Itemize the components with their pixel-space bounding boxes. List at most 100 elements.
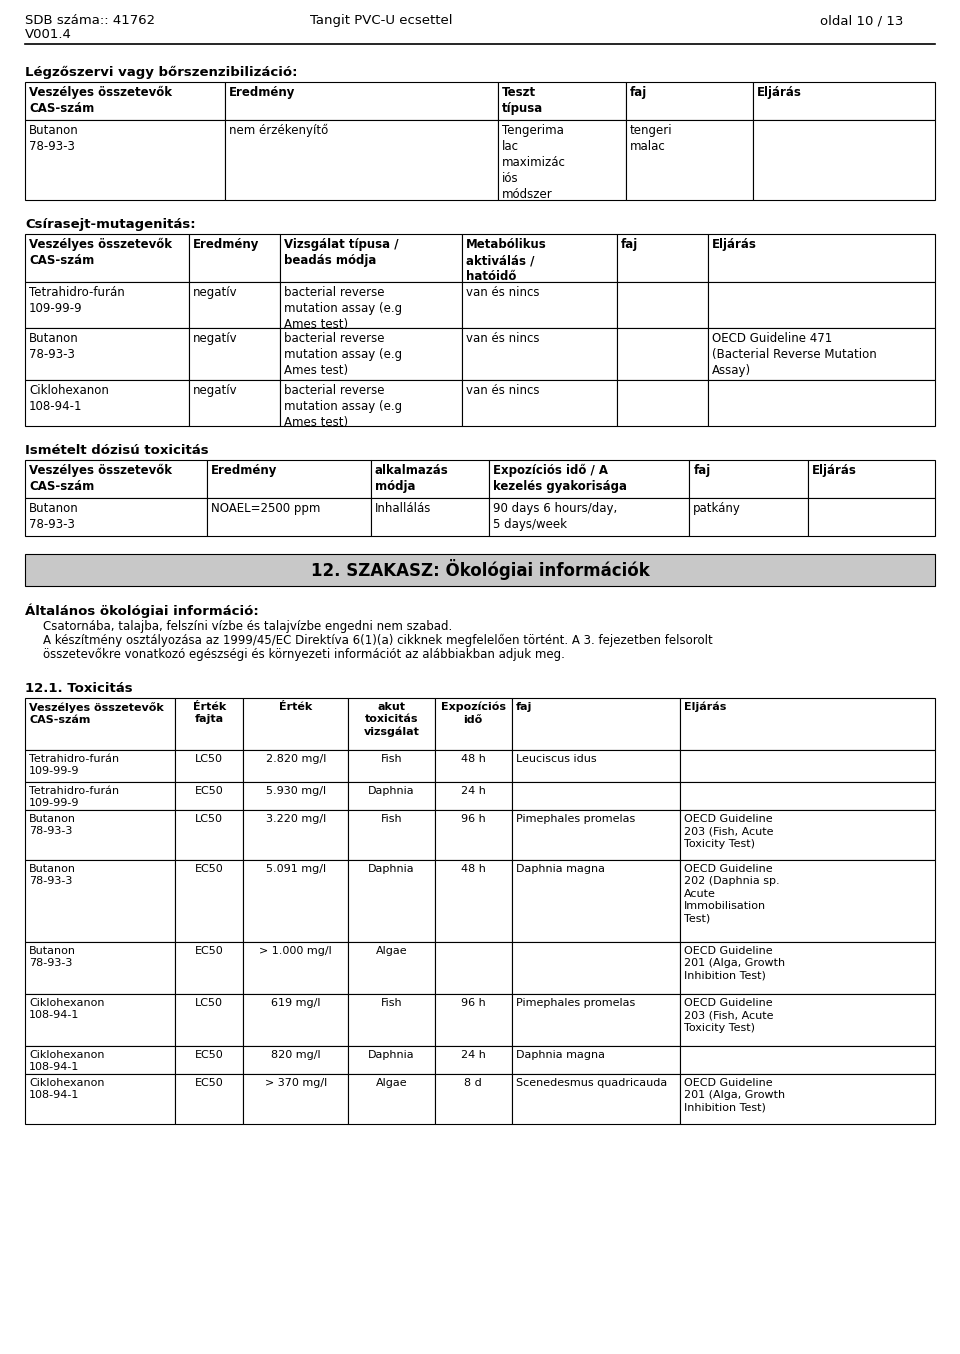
Bar [462,282,616,328]
Text: patkány: patkány [693,502,741,515]
Bar [489,460,689,498]
Bar [25,554,935,586]
Bar [348,810,435,860]
Bar [348,994,435,1047]
Bar [681,810,935,860]
Bar [435,942,512,994]
Bar [175,750,244,783]
Bar [25,994,175,1047]
Text: negatív: negatív [193,286,237,299]
Bar [681,750,935,783]
Bar [462,328,616,380]
Text: LC50: LC50 [195,998,224,1007]
Text: 96 h: 96 h [461,998,486,1007]
Bar [189,234,279,282]
Text: Expozíciós
idő: Expozíciós idő [441,701,506,724]
Bar [25,498,207,536]
Bar [708,234,935,282]
Text: Eljárás: Eljárás [757,87,802,99]
Text: Metabólikus
aktiválás /
hatóidő: Metabólikus aktiválás / hatóidő [466,238,546,283]
Bar [689,498,807,536]
Text: Eredmény: Eredmény [193,238,259,250]
Bar [244,1047,348,1074]
Text: faj: faj [516,701,532,712]
Text: Butanon
78-93-3: Butanon 78-93-3 [29,125,79,153]
Bar [244,783,348,810]
Bar [371,460,489,498]
Bar [626,83,753,121]
Bar [25,783,175,810]
Text: Tengerima
lac
maximizác
iós
módszer: Tengerima lac maximizác iós módszer [502,125,566,200]
Text: faj: faj [693,464,710,477]
Bar [25,83,226,121]
Text: Veszélyes összetevők
CAS-szám: Veszélyes összetevők CAS-szám [29,701,164,726]
Text: van és nincs: van és nincs [466,332,540,345]
Text: Butanon
78-93-3: Butanon 78-93-3 [29,814,76,837]
Text: 5.091 mg/l: 5.091 mg/l [266,864,325,873]
Text: EC50: EC50 [195,946,224,956]
Text: Algae: Algae [375,1078,407,1089]
Bar [681,1074,935,1124]
Text: Teszt
típusa: Teszt típusa [502,87,543,115]
Text: Veszélyes összetevők
CAS-szám: Veszélyes összetevők CAS-szám [29,464,172,493]
Text: Veszélyes összetevők
CAS-szám: Veszélyes összetevők CAS-szám [29,87,172,115]
Bar [207,460,371,498]
Text: Pimephales promelas: Pimephales promelas [516,998,636,1007]
Bar [435,994,512,1047]
Text: OECD Guideline
203 (Fish, Acute
Toxicity Test): OECD Guideline 203 (Fish, Acute Toxicity… [684,998,774,1033]
Bar [681,994,935,1047]
Text: 3.220 mg/l: 3.220 mg/l [266,814,325,825]
Bar [512,860,681,942]
Bar [435,1047,512,1074]
Text: faj: faj [620,238,637,250]
Text: Tetrahidro-furán
109-99-9: Tetrahidro-furán 109-99-9 [29,754,119,776]
Bar [25,699,175,750]
Bar [25,282,189,328]
Text: akut
toxicitás
vizsgálat: akut toxicitás vizsgálat [363,701,420,738]
Text: Daphnia magna: Daphnia magna [516,1049,605,1060]
Text: Butanon
78-93-3: Butanon 78-93-3 [29,332,79,362]
Bar [435,1074,512,1124]
Text: tengeri
malac: tengeri malac [630,125,672,153]
Text: Vizsgálat típusa /
beadás módja: Vizsgálat típusa / beadás módja [284,238,398,267]
Bar [25,810,175,860]
Bar [348,860,435,942]
Text: összetevőkre vonatkozó egészségi és környezeti információt az alábbiakban adjuk : összetevőkre vonatkozó egészségi és körn… [43,649,564,661]
Bar [708,380,935,427]
Bar [681,1047,935,1074]
Bar [498,83,626,121]
Bar [512,942,681,994]
Bar [689,460,807,498]
Text: Leuciscus idus: Leuciscus idus [516,754,596,764]
Bar [462,234,616,282]
Bar [244,860,348,942]
Text: LC50: LC50 [195,814,224,825]
Text: Eljárás: Eljárás [684,701,727,712]
Bar [348,699,435,750]
Text: Érték
fajta: Érték fajta [193,701,226,724]
Bar [708,328,935,380]
Text: 8 d: 8 d [465,1078,482,1089]
Bar [681,699,935,750]
Bar [25,750,175,783]
Bar [244,699,348,750]
Bar [807,498,935,536]
Bar [616,234,708,282]
Bar [435,810,512,860]
Text: OECD Guideline
202 (Daphnia sp.
Acute
Immobilisation
Test): OECD Guideline 202 (Daphnia sp. Acute Im… [684,864,780,923]
Bar [207,498,371,536]
Text: Érték: Érték [279,701,312,712]
Bar [175,699,244,750]
Text: bacterial reverse
mutation assay (e.g
Ames test): bacterial reverse mutation assay (e.g Am… [284,286,402,330]
Text: Tangit PVC-U ecsettel: Tangit PVC-U ecsettel [310,14,452,27]
Bar [25,860,175,942]
Bar [435,860,512,942]
Text: nem érzékenyítő: nem érzékenyítő [229,125,328,137]
Bar [348,1074,435,1124]
Bar [226,121,498,200]
Bar [708,282,935,328]
Text: Eredmény: Eredmény [211,464,277,477]
Text: A készítmény osztályozása az 1999/45/EC Direktíva 6(1)(a) cikknek megfelelően tö: A készítmény osztályozása az 1999/45/EC … [43,634,712,647]
Bar [25,1074,175,1124]
Bar [244,994,348,1047]
